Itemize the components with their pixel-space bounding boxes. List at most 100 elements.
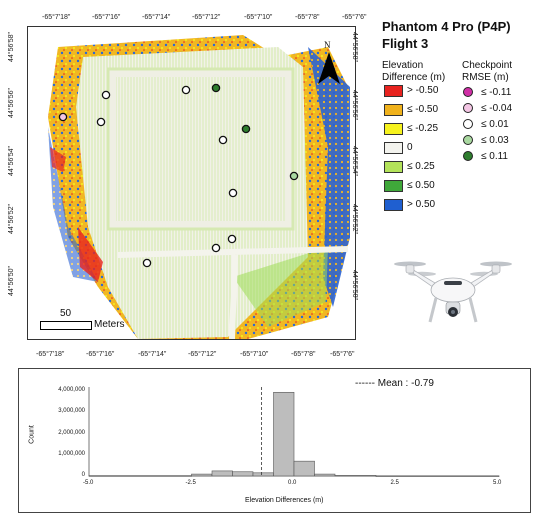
top-tick-label: -65°7'12" bbox=[192, 14, 221, 21]
histogram-mean-label: ------ Mean : -0.79 bbox=[355, 378, 434, 389]
checkpoint-legend-label: ≤ 0.03 bbox=[481, 135, 509, 146]
checkpoint-legend-heading-2: RMSE (m) bbox=[462, 72, 509, 83]
survey-edge-blue-right bbox=[308, 47, 350, 307]
top-tick-label: -65°7'14" bbox=[142, 14, 171, 21]
scale-bar-box bbox=[40, 321, 92, 330]
top-tick-label: -65°7'10" bbox=[244, 14, 273, 21]
elevation-swatch bbox=[384, 104, 403, 116]
histogram-x-tick-label: 0.0 bbox=[288, 480, 297, 486]
bottom-tick-label: -65°7'12" bbox=[188, 351, 217, 358]
map-title: Phantom 4 Pro (P4P) Flight 3 bbox=[382, 18, 542, 52]
checkpoint-marker bbox=[58, 112, 68, 122]
elevation-legend-label: ≤ 0.50 bbox=[407, 180, 435, 191]
histogram-bar bbox=[273, 391, 295, 477]
checkpoint-marker bbox=[218, 135, 228, 145]
checkpoint-legend-dot bbox=[463, 119, 473, 129]
histogram-xlabel: Elevation Differences (m) bbox=[245, 497, 324, 504]
histogram-panel: ------ Mean : -0.79 Count 4,000,000 3,000… bbox=[18, 368, 531, 513]
elevation-swatch bbox=[384, 85, 403, 97]
elevation-swatch bbox=[384, 199, 403, 211]
scale-bar-unit: Meters bbox=[94, 319, 125, 330]
histogram-bar bbox=[293, 460, 315, 477]
checkpoint-marker bbox=[227, 234, 237, 244]
red-patch bbox=[78, 227, 103, 282]
histogram-x-tick-label: -2.5 bbox=[185, 480, 196, 486]
histogram-y-tick-label: 2,000,000 bbox=[58, 429, 85, 436]
elevation-legend-label: ≤ -0.50 bbox=[407, 104, 439, 115]
right-tick-label: 44°56'52" bbox=[351, 204, 358, 234]
bottom-tick-label: -65°7'10" bbox=[240, 351, 269, 358]
checkpoint-marker bbox=[181, 85, 191, 95]
histogram-y-tick-label: 1,000,000 bbox=[58, 450, 85, 457]
left-tick-label: 44°56'58" bbox=[8, 32, 15, 62]
histogram-bar bbox=[314, 473, 336, 477]
checkpoint-legend-dot bbox=[463, 103, 473, 113]
bottom-tick-label: -65°7'14" bbox=[138, 351, 167, 358]
checkpoint-marker bbox=[96, 117, 106, 127]
checkpoint-legend-dot bbox=[463, 151, 473, 161]
left-tick-label: 44°56'54" bbox=[8, 146, 15, 176]
elevation-swatch bbox=[384, 180, 403, 192]
right-tick-label: 44°56'56" bbox=[351, 90, 358, 120]
histogram-bar bbox=[252, 472, 274, 477]
right-tick-label: 44°56'50" bbox=[351, 270, 358, 300]
bottom-tick-label: -65°7'16" bbox=[86, 351, 115, 358]
histogram-bar bbox=[191, 473, 213, 477]
north-arrow-icon bbox=[318, 52, 340, 84]
survey-edge-blue-left bbox=[48, 127, 98, 282]
elevation-map-svg bbox=[48, 35, 350, 339]
checkpoint-legend-label: ≤ 0.01 bbox=[481, 119, 509, 130]
histogram-y-tick-label: 0 bbox=[81, 472, 85, 478]
bottom-tick-label: -65°7'8" bbox=[291, 351, 316, 358]
top-tick-label: -65°7'16" bbox=[92, 14, 121, 21]
elevation-map bbox=[27, 26, 356, 340]
road-horizontal bbox=[117, 246, 349, 258]
elevation-legend-label: ≤ -0.25 bbox=[407, 123, 439, 134]
scale-bar: 50 Meters bbox=[38, 308, 158, 332]
title-line-2: Flight 3 bbox=[382, 36, 429, 51]
checkpoint-legend-dot bbox=[463, 87, 473, 97]
histogram-bar bbox=[375, 475, 500, 477]
elevation-legend-label: > 0.50 bbox=[407, 199, 436, 210]
elevation-legend-heading-2: Difference (m) bbox=[382, 72, 446, 83]
elevation-legend-heading: Elevation Difference (m) bbox=[382, 60, 462, 84]
checkpoint-marker bbox=[142, 258, 152, 268]
checkpoint-legend-dot bbox=[463, 135, 473, 145]
checkpoint-marker bbox=[101, 90, 111, 100]
histogram-bar bbox=[334, 475, 377, 477]
north-arrow: N bbox=[318, 40, 340, 86]
top-tick-label: -65°7'18" bbox=[42, 14, 71, 21]
checkpoint-legend-label: ≤ -0.04 bbox=[481, 103, 513, 114]
left-tick-label: 44°56'56" bbox=[8, 88, 15, 118]
elevation-swatch bbox=[384, 161, 403, 173]
green-patch bbox=[233, 247, 328, 327]
histogram-x-tick-label: -5.0 bbox=[83, 480, 94, 486]
histogram-bar bbox=[88, 475, 192, 477]
top-tick-label: -65°7'6" bbox=[342, 14, 367, 21]
bottom-tick-label: -65°7'6" bbox=[330, 351, 355, 358]
histogram-y-tick-label: 4,000,000 bbox=[58, 387, 85, 394]
checkpoint-legend-label: ≤ -0.11 bbox=[481, 87, 512, 98]
elevation-legend-label: > -0.50 bbox=[407, 85, 439, 96]
left-tick-label: 44°56'52" bbox=[8, 204, 15, 234]
checkpoint-legend-heading: Checkpoint RMSE (m) bbox=[462, 60, 542, 84]
elevation-swatch bbox=[384, 142, 403, 154]
north-label: N bbox=[324, 40, 331, 50]
checkpoint-marker bbox=[241, 124, 251, 134]
bottom-tick-label: -65°7'18" bbox=[36, 351, 65, 358]
elevation-swatch bbox=[384, 123, 403, 135]
checkpoint-legend-label: ≤ 0.11 bbox=[481, 151, 508, 162]
title-line-1: Phantom 4 Pro (P4P) bbox=[382, 19, 511, 34]
right-tick-label: 44°56'58" bbox=[351, 32, 358, 62]
histogram-x-tick-label: 5.0 bbox=[493, 480, 502, 486]
scale-bar-value: 50 bbox=[60, 308, 72, 319]
checkpoint-marker bbox=[289, 171, 299, 181]
histogram-bar bbox=[211, 470, 233, 477]
right-tick-label: 44°56'54" bbox=[351, 146, 358, 176]
checkpoint-marker bbox=[211, 243, 221, 253]
elevation-legend-heading-1: Elevation bbox=[382, 60, 424, 71]
histogram-y-tick-label: 3,000,000 bbox=[58, 408, 85, 415]
histogram-x-tick-label: 2.5 bbox=[390, 480, 399, 486]
drone-illustration bbox=[394, 261, 512, 323]
road-vertical bbox=[229, 254, 238, 339]
